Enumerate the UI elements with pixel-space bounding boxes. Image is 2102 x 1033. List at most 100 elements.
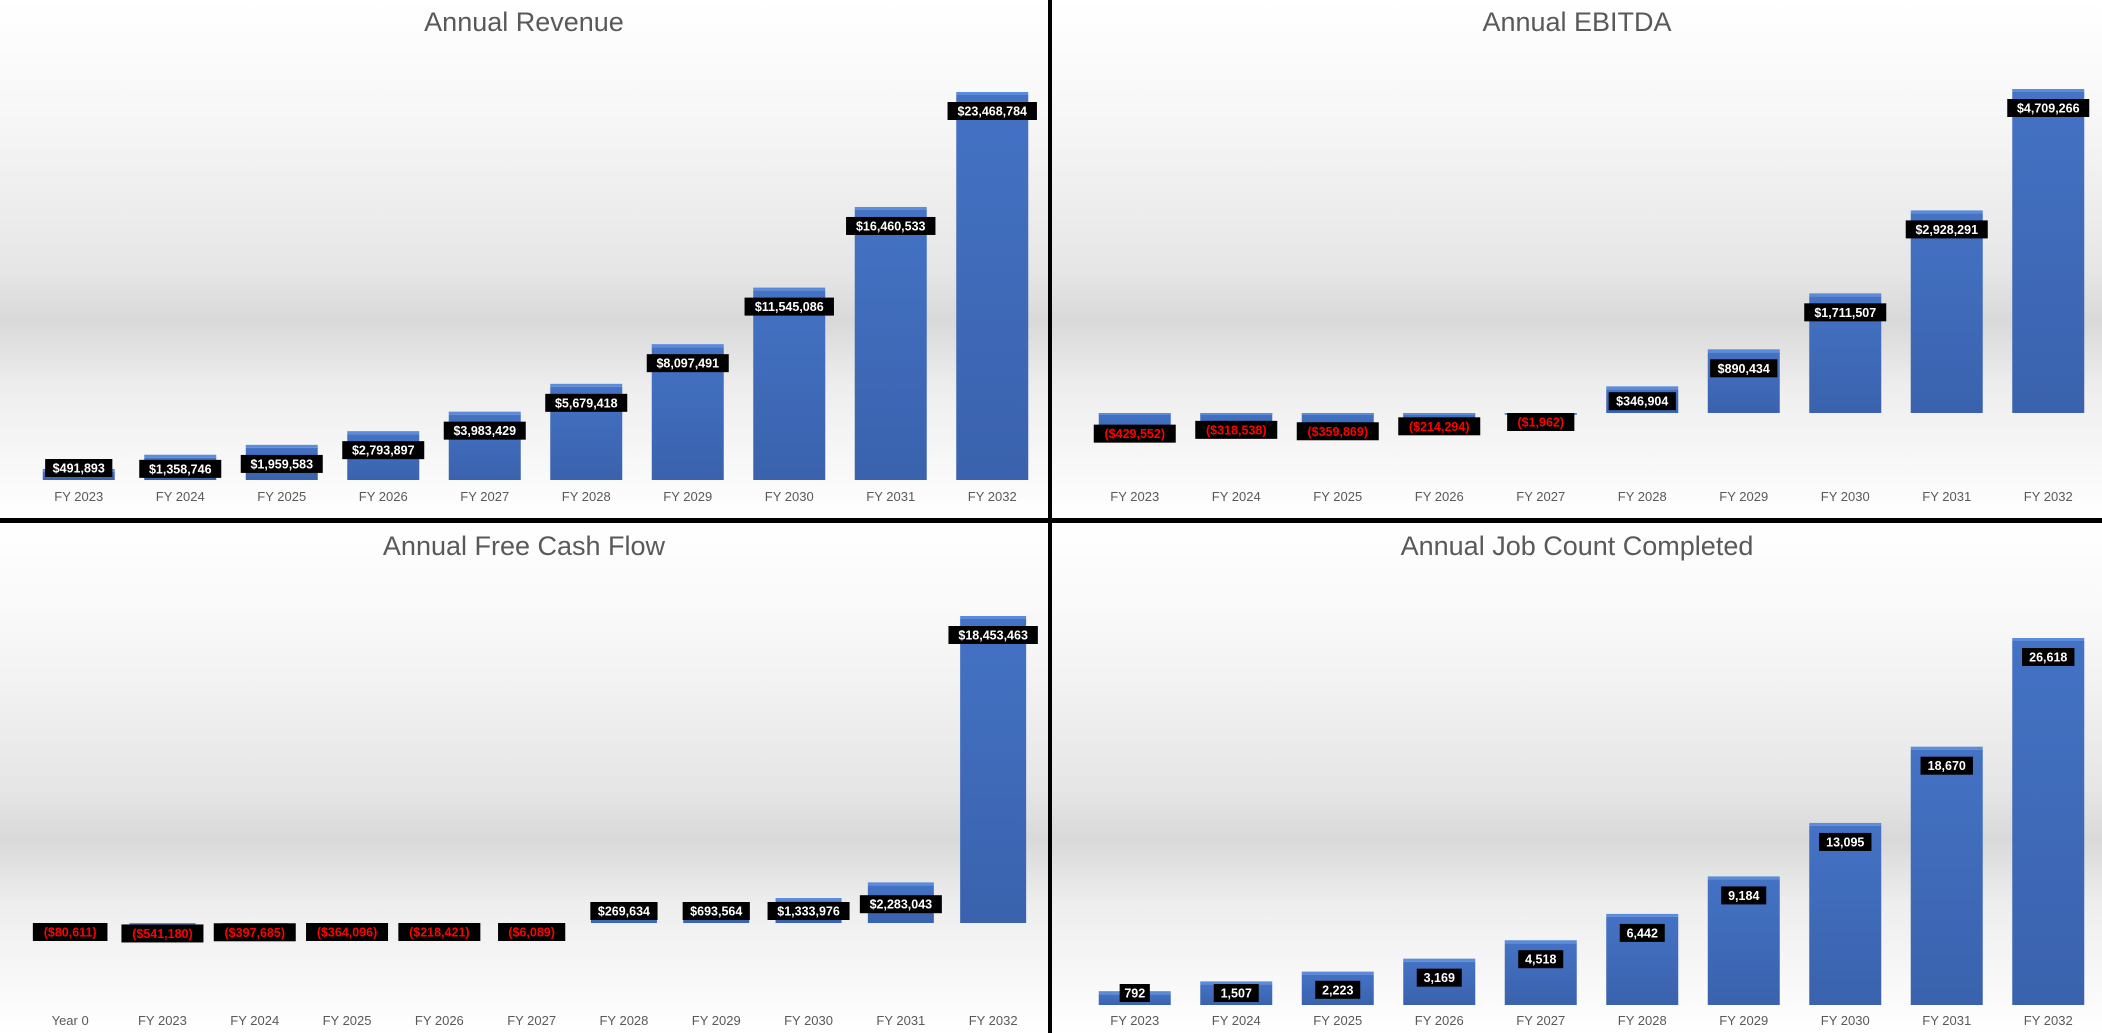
bar-rim — [651, 344, 724, 348]
data-label: ($214,294) — [1409, 420, 1469, 434]
bar-rim — [1606, 913, 1679, 917]
x-tick-label: FY 2028 — [1618, 489, 1667, 504]
data-label: $4,709,266 — [2017, 102, 2080, 116]
bar — [1910, 213, 1983, 413]
data-label-box — [240, 454, 323, 473]
data-label-box — [1093, 424, 1176, 443]
bar-rim — [2012, 89, 2085, 92]
x-tick-label: Year 0 — [52, 1013, 89, 1028]
bar-rim — [1606, 386, 1679, 390]
data-label: 3,169 — [1424, 971, 1455, 985]
x-tick-label: FY 2030 — [784, 1013, 833, 1028]
ebitda-chart: Annual EBITDA ($429,552) FY 2023 ($318,538)… — [1093, 7, 2090, 504]
chart-title: Annual Revenue — [424, 7, 624, 37]
bar-rim — [1301, 971, 1374, 975]
data-label-box — [1518, 950, 1564, 969]
x-tick-label: FY 2032 — [2024, 489, 2073, 504]
data-label: ($80,611) — [44, 926, 97, 940]
x-tick-label: FY 2024 — [156, 489, 205, 504]
data-label-box — [646, 354, 729, 373]
bar — [960, 619, 1027, 923]
data-label: 2,223 — [1322, 983, 1353, 997]
data-label-box — [947, 102, 1037, 120]
data-label: $18,453,463 — [958, 629, 1028, 643]
data-label: $1,358,746 — [149, 462, 212, 476]
data-label: $3,983,429 — [453, 424, 516, 438]
bar-rim — [129, 923, 196, 925]
data-label-box — [590, 902, 658, 920]
bar-rim — [956, 92, 1029, 95]
data-label-box — [846, 216, 936, 235]
data-label: $11,545,086 — [755, 300, 824, 314]
data-label-box — [1920, 756, 1973, 775]
bar-rim — [1200, 981, 1273, 985]
data-label-box — [1710, 359, 1778, 378]
x-tick-label: FY 2029 — [663, 489, 712, 504]
data-label-box — [767, 902, 850, 920]
data-label: 18,670 — [1928, 759, 1966, 773]
data-label-box — [1213, 984, 1259, 1002]
data-label-box — [121, 924, 204, 943]
data-label: 1,507 — [1221, 987, 1252, 1001]
bar-rim — [1504, 940, 1577, 944]
data-label: ($359,869) — [1308, 425, 1368, 439]
data-label-box — [342, 441, 425, 460]
data-label: 4,518 — [1525, 953, 1556, 967]
data-label-box — [1398, 417, 1481, 436]
data-label: $1,333,976 — [777, 905, 840, 919]
x-tick-label: FY 2030 — [1821, 1013, 1870, 1028]
x-tick-label: FY 2030 — [1821, 489, 1870, 504]
data-label: $23,468,784 — [957, 105, 1027, 119]
x-tick-label: FY 2031 — [866, 489, 915, 504]
bar-rim — [1707, 876, 1780, 880]
data-label: ($218,421) — [409, 926, 469, 940]
data-label-box — [498, 923, 566, 941]
data-label: 9,184 — [1728, 889, 1759, 903]
data-label: $2,283,043 — [870, 898, 933, 912]
bar-rim — [1809, 822, 1882, 826]
data-label: $890,434 — [1718, 362, 1770, 376]
data-label-box — [545, 393, 628, 412]
data-label-box — [32, 923, 108, 941]
bar-rim — [753, 287, 826, 291]
data-label: $693,564 — [690, 905, 742, 919]
data-label-box — [744, 297, 834, 316]
data-label: $491,893 — [53, 462, 105, 476]
bar-rim — [550, 383, 623, 387]
data-label: 26,618 — [2029, 651, 2067, 665]
data-label-box — [1905, 220, 1988, 239]
data-label-box — [1619, 923, 1665, 942]
x-tick-label: FY 2028 — [599, 1013, 648, 1028]
x-tick-label: FY 2027 — [1516, 489, 1565, 504]
data-label-box — [1804, 303, 1887, 322]
x-tick-label: FY 2025 — [1313, 489, 1362, 504]
bar — [2012, 92, 2085, 413]
data-label: ($541,180) — [132, 927, 192, 941]
data-label: $1,959,583 — [250, 457, 313, 471]
data-label-box — [398, 923, 481, 941]
revenue-chart: Annual Revenue $491,893 FY 2023 $1,358,746 F… — [42, 7, 1037, 504]
x-tick-label: FY 2032 — [968, 489, 1017, 504]
data-label-box — [1296, 422, 1379, 441]
x-tick-label: FY 2024 — [230, 1013, 279, 1028]
bar — [753, 290, 826, 480]
data-label-box — [1119, 984, 1150, 1002]
data-label-box — [443, 421, 526, 440]
data-label-box — [1195, 420, 1278, 439]
data-label: 6,442 — [1627, 926, 1658, 940]
x-tick-label: FY 2026 — [1415, 1013, 1464, 1028]
data-label-box — [306, 923, 389, 941]
bar — [854, 209, 927, 480]
data-label-box — [682, 902, 750, 920]
bar — [1910, 749, 1983, 1005]
x-tick-label: FY 2026 — [1415, 489, 1464, 504]
data-label: $269,634 — [598, 905, 650, 919]
x-tick-label: FY 2028 — [562, 489, 611, 504]
data-label-box — [1315, 980, 1361, 999]
data-label-box — [2007, 99, 2090, 117]
data-label-box — [948, 626, 1038, 644]
bar-rim — [1403, 958, 1476, 962]
x-tick-label: FY 2027 — [1516, 1013, 1565, 1028]
x-tick-label: FY 2026 — [415, 1013, 464, 1028]
x-tick-label: FY 2027 — [507, 1013, 556, 1028]
